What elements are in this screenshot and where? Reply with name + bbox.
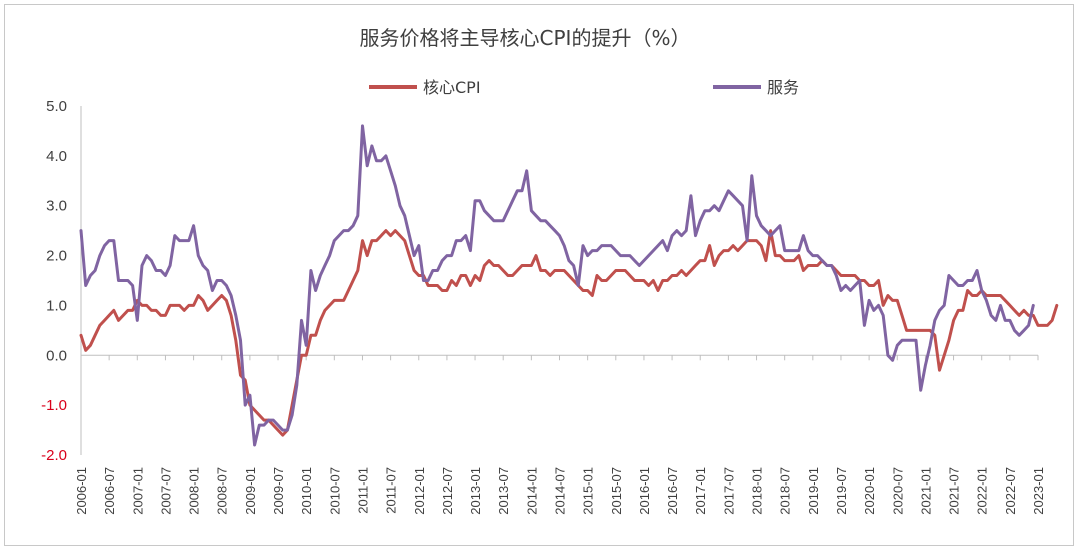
- y-tick-label: 2.0: [46, 248, 67, 265]
- x-tick-label: 2020-07: [890, 467, 905, 515]
- chart-title: 服务价格将主导核心CPI的提升（%）: [360, 26, 691, 50]
- y-axis: 5.0 4.0 3.0 2.0 1.0 0.0 -1.0 -2.0: [41, 98, 82, 464]
- x-tick-label: 2015-07: [609, 467, 624, 515]
- x-tick-label: 2011-01: [355, 467, 370, 514]
- x-tick-label: 2009-07: [271, 467, 286, 515]
- x-tick-label: 2018-07: [778, 467, 793, 515]
- x-tick-label: 2006-01: [74, 467, 89, 515]
- x-tick-label: 2013-01: [468, 467, 483, 515]
- x-axis: 2006-01 2006-07 2007-01 2007-07 2008-01 2008-…: [74, 354, 1046, 515]
- y-tick-label: 4.0: [46, 148, 67, 165]
- x-tick-label: 2022-07: [1003, 467, 1018, 515]
- x-tick-label: 2007-01: [130, 467, 145, 515]
- x-tick-label: 2010-01: [299, 467, 314, 515]
- x-tick-label: 2012-07: [440, 467, 455, 515]
- chart-frame: 服务价格将主导核心CPI的提升（%） 核心CPI 服务 5.0 4.0 3.0 2.0…: [4, 4, 1074, 546]
- legend-label-core-cpi: 核心CPI: [423, 78, 481, 97]
- x-tick-label: 2014-07: [553, 467, 568, 515]
- x-tick-label: 2008-01: [187, 467, 202, 515]
- x-tick-label: 2014-01: [524, 467, 539, 515]
- y-tick-label: 3.0: [46, 198, 67, 215]
- x-tick-label: 2010-07: [327, 467, 342, 515]
- x-tick-label: 2018-01: [750, 467, 765, 515]
- x-tick-label: 2007-07: [158, 467, 173, 515]
- y-tick-label: 5.0: [46, 98, 67, 115]
- x-tick-label: 2023-01: [1031, 467, 1046, 515]
- y-tick-label: 1.0: [46, 297, 67, 314]
- legend-label-services: 服务: [767, 78, 799, 97]
- x-tick-label: 2021-01: [918, 467, 933, 515]
- x-tick-label: 2017-01: [693, 467, 708, 515]
- line-chart: 服务价格将主导核心CPI的提升（%） 核心CPI 服务 5.0 4.0 3.0 2.0…: [41, 26, 1059, 515]
- x-tick-label: 2021-07: [947, 467, 962, 515]
- x-tick-label: 2011-07: [384, 467, 399, 514]
- y-tick-label: -2.0: [41, 447, 67, 464]
- x-tick-label: 2020-01: [862, 467, 877, 515]
- x-tick-label: 2015-01: [581, 467, 596, 515]
- x-tick-label: 2016-01: [637, 467, 652, 515]
- x-tick-label: 2022-01: [975, 467, 990, 515]
- x-tick-label: 2019-01: [806, 467, 821, 515]
- x-tick-label: 2009-01: [243, 467, 258, 515]
- plot-area: [79, 124, 1059, 447]
- x-tick-label: 2017-07: [721, 467, 736, 515]
- y-tick-label: 0.0: [46, 347, 67, 364]
- series-line-services: [79, 124, 1035, 447]
- x-tick-label: 2008-07: [215, 467, 230, 515]
- x-tick-label: 2012-01: [412, 467, 427, 515]
- legend: 核心CPI 服务: [369, 78, 799, 97]
- y-tick-label: -1.0: [41, 397, 67, 414]
- x-tick-label: 2006-07: [102, 467, 117, 515]
- x-tick-label: 2019-07: [834, 467, 849, 515]
- x-tick-label: 2016-07: [665, 467, 680, 515]
- x-tick-label: 2013-07: [496, 467, 511, 515]
